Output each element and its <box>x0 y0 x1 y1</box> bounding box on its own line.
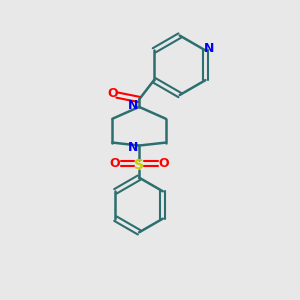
Text: N: N <box>204 42 214 56</box>
Text: O: O <box>110 157 120 170</box>
Text: O: O <box>158 157 169 170</box>
Text: N: N <box>128 99 138 112</box>
Text: S: S <box>134 158 144 172</box>
Text: N: N <box>128 140 138 154</box>
Text: O: O <box>107 87 118 100</box>
